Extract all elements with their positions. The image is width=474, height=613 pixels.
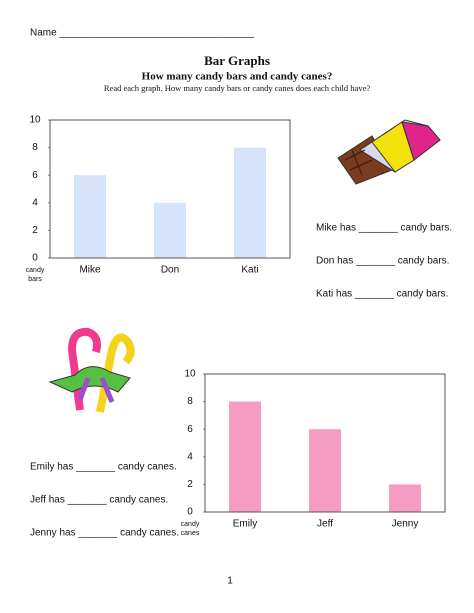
name-line: Name ___________________________________ [30,28,255,39]
bar [229,401,261,512]
y-tick-label: 6 [32,170,38,181]
question: Jeff has _______ candy canes. [30,495,168,506]
y-tick-label: 0 [187,507,193,518]
x-tick-label: Jeff [317,519,333,530]
bar [154,202,186,258]
x-tick-label: Emily [233,519,257,530]
bar [309,429,341,512]
subtitle: How many candy bars and candy canes? [142,71,333,83]
y-tick-label: 10 [184,369,196,380]
question: Don has _______ candy bars. [316,256,449,267]
y-tick-label: 2 [187,479,193,490]
x-tick-label: Jenny [392,519,419,530]
y-axis-label: candy canes [180,521,200,537]
title: Bar Graphs [204,53,270,68]
instructions: Read each graph. How many candy bars or … [104,83,370,93]
x-tick-label: Kati [241,265,258,276]
x-tick-label: Don [161,265,179,276]
question: Kati has _______ candy bars. [316,289,448,300]
plot-frame [204,373,446,513]
page-number: 1 [227,576,233,587]
question: Mike has _______ candy bars. [316,223,452,234]
y-tick-label: 2 [32,225,38,236]
question: Emily has _______ candy canes. [30,462,177,473]
bar [234,147,266,258]
y-tick-label: 0 [32,253,38,264]
question: Jenny has _______ candy canes. [30,528,179,539]
x-tick-label: Mike [79,265,101,276]
y-axis-label: candy bars [25,267,45,283]
plot-frame [49,119,291,259]
y-tick-label: 8 [32,142,38,153]
candy-cane-picture [48,327,135,413]
y-tick-label: 4 [187,451,193,462]
y-tick-label: 10 [29,115,41,126]
y-tick-label: 4 [32,197,38,208]
bar [74,175,106,258]
candy-bar-picture [337,119,441,185]
y-tick-label: 6 [187,424,193,435]
bar [389,484,421,512]
y-tick-label: 8 [187,396,193,407]
